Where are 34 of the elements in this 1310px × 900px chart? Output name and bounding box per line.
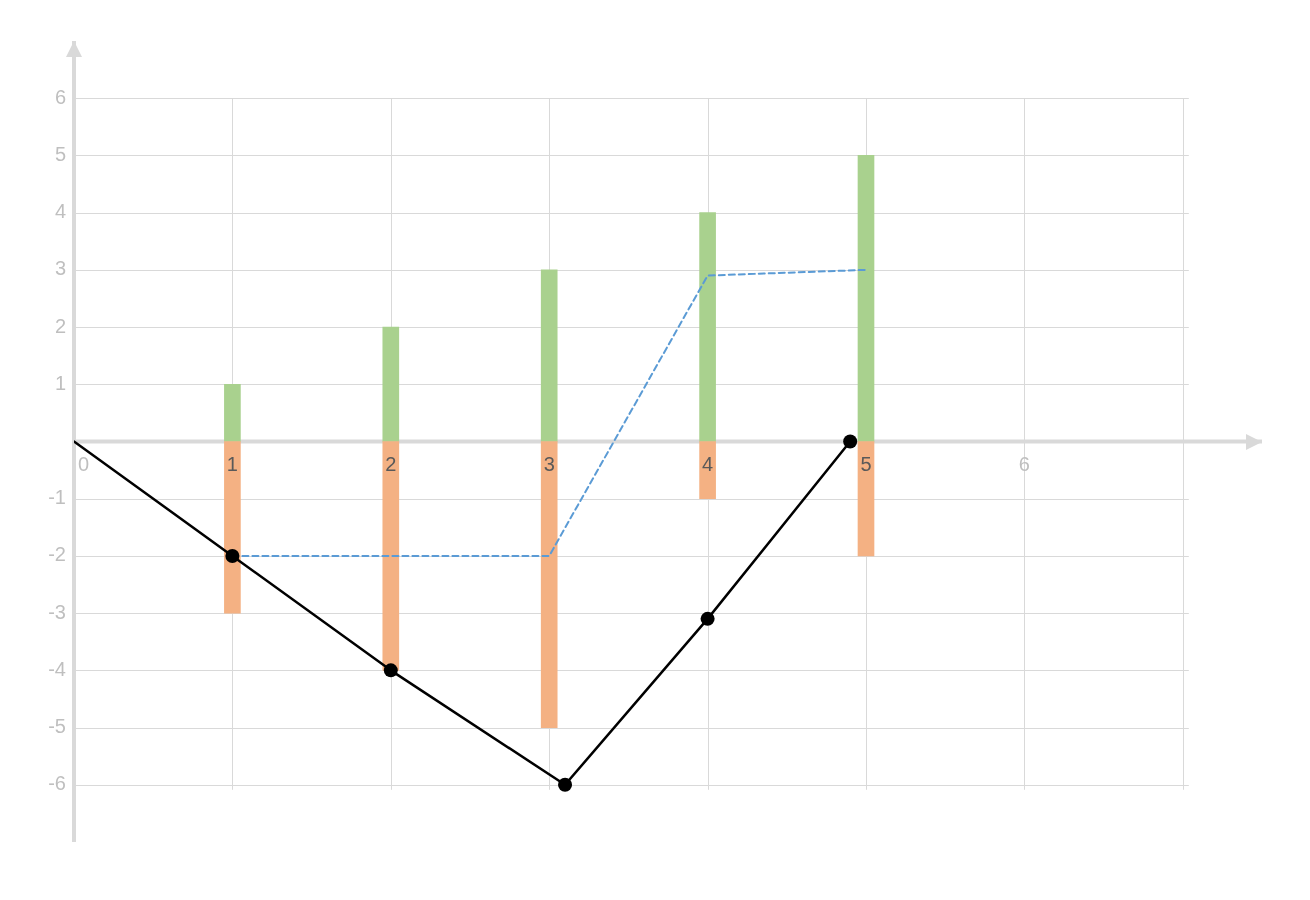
y-tick-label: 2 <box>54 314 66 337</box>
x-tick-label: 4 <box>702 453 714 476</box>
bar <box>857 155 875 442</box>
point <box>383 663 398 678</box>
y-tick-label: -1 <box>48 486 66 509</box>
x-tick-label: 0 <box>78 453 90 476</box>
x-tick-label: 5 <box>860 453 872 476</box>
y-tick-label: 5 <box>54 142 66 165</box>
point <box>843 434 858 449</box>
point <box>225 548 240 563</box>
y-tick-label: 3 <box>54 257 66 280</box>
bar <box>382 441 400 671</box>
bar <box>382 326 400 442</box>
bar <box>857 441 875 557</box>
x-tick-label: 1 <box>226 453 238 476</box>
bar <box>540 441 558 728</box>
x-tick-label: 3 <box>543 453 555 476</box>
y-tick-label: -6 <box>48 772 66 795</box>
y-tick-label: 4 <box>54 200 66 223</box>
x-tick-label: 2 <box>385 453 397 476</box>
y-tick-label: -2 <box>48 543 66 566</box>
y-tick-label: 1 <box>54 371 66 394</box>
y-tick-label: 6 <box>54 85 66 108</box>
y-tick-label: -4 <box>48 657 66 680</box>
bar <box>224 383 241 442</box>
bar <box>699 441 716 500</box>
y-tick-label: -3 <box>48 600 66 623</box>
x-tick-label: 6 <box>1018 453 1030 476</box>
y-tick-label: -5 <box>48 715 66 738</box>
point <box>558 777 573 792</box>
point <box>700 611 715 626</box>
bar <box>224 441 241 614</box>
bar <box>540 269 558 442</box>
bar <box>699 212 716 442</box>
